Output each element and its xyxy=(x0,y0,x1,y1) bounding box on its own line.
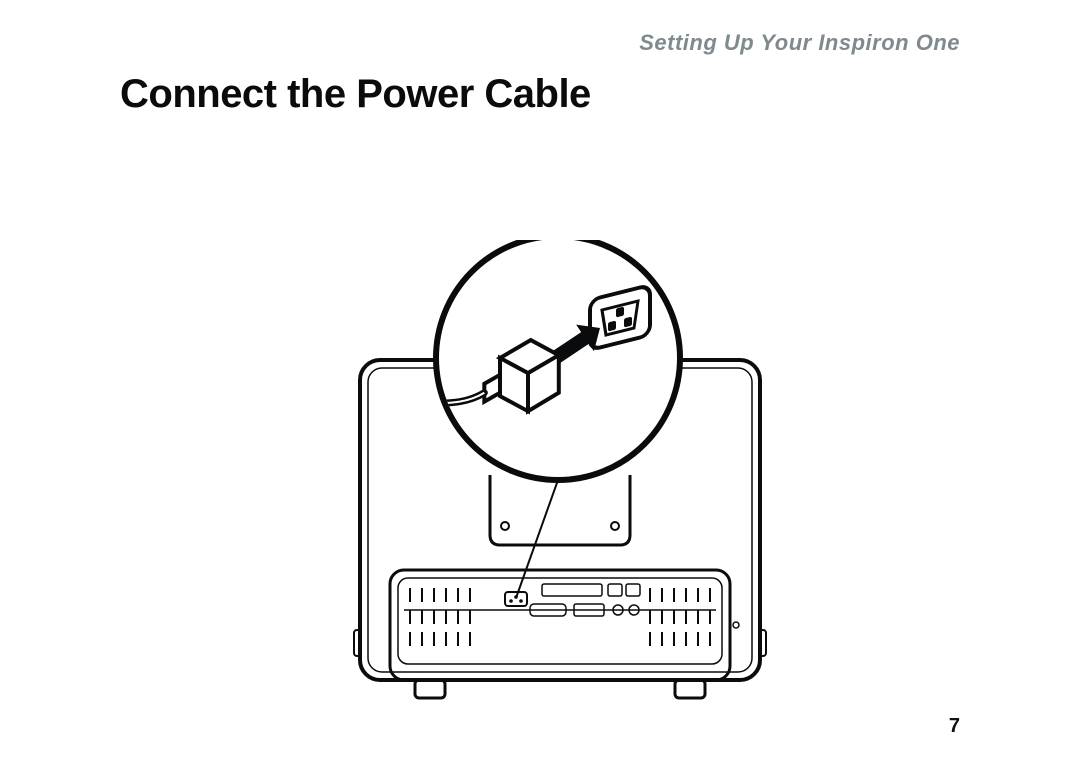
power-cable-diagram xyxy=(300,240,800,720)
section-header: Setting Up Your Inspiron One xyxy=(639,30,960,56)
page-title: Connect the Power Cable xyxy=(120,72,591,117)
page-number: 7 xyxy=(949,715,960,738)
